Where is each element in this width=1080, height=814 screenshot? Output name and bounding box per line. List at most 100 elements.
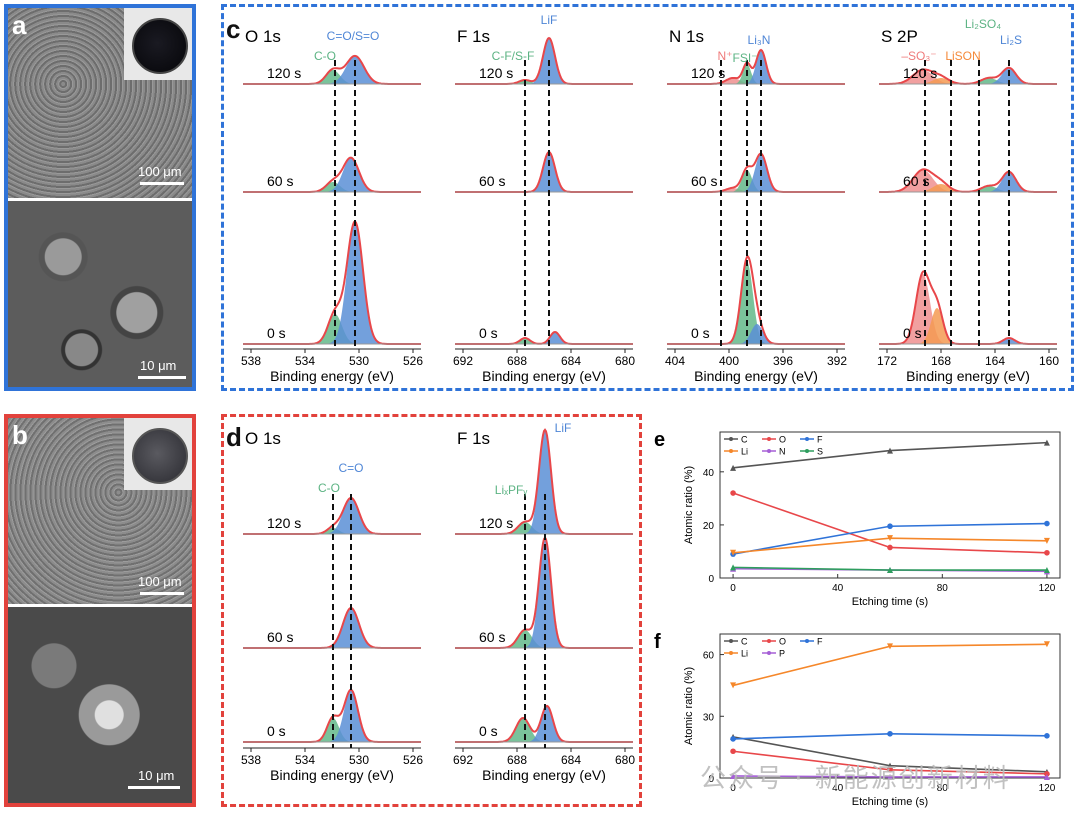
panel-e-point-S-0: [730, 564, 737, 571]
panel-f-point-O-2: [1044, 771, 1050, 777]
panel-e-plot-frame: [719, 431, 1061, 579]
panel-f-point-F-2: [1044, 733, 1050, 739]
c-time-0-0: 120 s: [267, 65, 301, 81]
c-annotation-2-1: FSI⁻: [732, 51, 757, 65]
panel-f-legend-marker-P: [767, 651, 771, 655]
panel-e-xlabel: Etching time (s): [852, 596, 928, 608]
c-peak-0-2-0: [243, 314, 421, 344]
panel-a-scale-top-text: 100 μm: [138, 164, 182, 179]
d-time-1-2: 0 s: [479, 723, 498, 739]
panel-f-xticklabel-2: 80: [937, 783, 949, 794]
d-ticklabel-0-1: 534: [295, 753, 315, 767]
c-ticklabel-1-3: 680: [615, 354, 635, 368]
panel-e-ylabel: Atomic ratio (%): [683, 466, 695, 544]
c-time-2-0: 120 s: [691, 65, 725, 81]
c-ticklabel-3-3: 160: [1039, 354, 1059, 368]
panel-f-legend-text-C: C: [741, 637, 748, 647]
d-peak-0-0-0: [243, 528, 421, 534]
panel-f-point-C-1: [887, 762, 893, 769]
panel-e-point-F-2: [1044, 520, 1050, 527]
panel-e-legend-marker-Li: [729, 449, 733, 453]
coin-black-icon: [132, 18, 188, 74]
c-ticklabel-3-2: 164: [985, 354, 1005, 368]
panel-e-legend-marker-F: [805, 437, 809, 441]
d-subplot-1: F 1s 692 688 684 680 Binding energy (eV) LiF Li…: [453, 421, 635, 783]
c-annotation-1-1: C-F/S-F: [492, 49, 535, 63]
c-title-2: N 1s: [669, 27, 704, 46]
panel-e-legend-text-S: S: [817, 447, 823, 457]
panel-e-legend-text-N: N: [779, 447, 786, 457]
d-xlabel-1: Binding energy (eV): [482, 767, 606, 783]
c-ticklabel-1-1: 688: [507, 354, 527, 368]
c-annotation-2-2: N⁺: [718, 49, 733, 63]
d-title-0: O 1s: [245, 429, 281, 448]
d-title-1: F 1s: [457, 429, 490, 448]
panel-e-series-line-O: [732, 492, 1047, 554]
panel-f-legend-text-O: O: [779, 637, 786, 647]
panel-b-sem-bottom: [8, 607, 192, 803]
c-ticklabel-2-2: 396: [773, 354, 793, 368]
panel-e-legend-marker-N: [767, 449, 771, 453]
panel-f-point-Li-1: [887, 643, 893, 650]
d-xlabel-0: Binding energy (eV): [270, 767, 394, 783]
panel-e-legend-marker-O: [767, 437, 771, 441]
panel-e-point-C-0: [730, 464, 737, 471]
c-time-1-2: 0 s: [479, 325, 498, 341]
coin-gray-icon: [132, 428, 188, 484]
c-ticklabel-0-3: 526: [403, 354, 423, 368]
panel-a-sem-bottom: [8, 201, 192, 387]
panel-e-label: e: [654, 429, 665, 451]
c-annotation-3-2: –SO₃⁻: [901, 49, 936, 63]
panel-f-point-O-1: [887, 766, 893, 773]
c-time-3-0: 120 s: [903, 65, 937, 81]
d-annotation-0-0: C=O: [338, 461, 363, 475]
panel-f-legend-text-Li: Li: [741, 649, 748, 659]
panel-e-point-Li-1: [887, 535, 893, 542]
panel-b-label: b: [12, 420, 28, 450]
c-subplot-1: F 1s 692 688 684 680 Binding energy (eV) LiF C-…: [453, 13, 635, 384]
panel-e-point-F-1: [887, 523, 893, 530]
c-ticklabel-1-0: 692: [453, 354, 473, 368]
d-time-0-0: 120 s: [267, 515, 301, 531]
c-xlabel-3: Binding energy (eV): [906, 368, 1030, 384]
c-subplot-0: O 1s 538 534 530 526 Binding energy (eV) C=O/S…: [241, 27, 423, 384]
c-ticklabel-1-2: 684: [561, 354, 581, 368]
d-annotation-1-1: LiₓPFᵧ: [495, 483, 528, 497]
panel-f-xlabel: Etching time (s): [852, 796, 928, 808]
d-annotation-1-0: LiF: [555, 421, 572, 435]
d-ticklabel-1-0: 692: [453, 753, 473, 767]
panel-f-legend-text-P: P: [779, 649, 785, 659]
d-peak-1-0-1: [455, 430, 633, 534]
panel-e-legend-text-O: O: [779, 435, 786, 445]
panel-c-frame: [221, 4, 1074, 391]
panel-e-xticklabel-0: 0: [730, 583, 736, 594]
panel-e-point-S-2: [1043, 567, 1050, 574]
c-ticklabel-2-1: 400: [719, 354, 739, 368]
panel-d-label: d: [226, 422, 242, 452]
panel-f-point-O-0: [730, 748, 736, 755]
panel-e-legend-marker-C: [729, 437, 733, 441]
c-ticklabel-0-1: 534: [295, 354, 315, 368]
panel-a-scalebar-top: [140, 182, 184, 185]
c-xlabel-1: Binding energy (eV): [482, 368, 606, 384]
panel-f-legend-marker-C: [729, 639, 733, 643]
panel-a-frame: [4, 4, 196, 391]
panel-c-label: c: [226, 14, 241, 44]
c-annotation-0-1: C-O: [314, 49, 336, 63]
c-peak-3-2-0: [879, 274, 1057, 344]
panel-e-point-C-2: [1043, 439, 1050, 446]
panel-f-legend-marker-O: [767, 639, 771, 643]
panel-b-scalebar-top: [140, 592, 184, 595]
panel-d-svg: O 1s 538 534 530 526 Binding energy (eV) C=O C-…: [241, 421, 635, 783]
d-ticklabel-1-2: 684: [561, 753, 581, 767]
c-time-3-2: 0 s: [903, 325, 922, 341]
panel-f-point-P-0: [730, 772, 737, 779]
c-peak-1-1-0: [455, 152, 633, 192]
panel-e-yticklabel-2: 40: [703, 468, 715, 479]
panel-b-scalebar-bottom: [128, 786, 180, 789]
d-time-1-1: 60 s: [479, 629, 505, 645]
c-ticklabel-3-0: 172: [877, 354, 897, 368]
watermark-text: 公众号 · 新能源创新材料: [700, 764, 1011, 794]
c-peak-3-0-3: [879, 68, 1057, 84]
panel-d-frame: [221, 414, 642, 807]
